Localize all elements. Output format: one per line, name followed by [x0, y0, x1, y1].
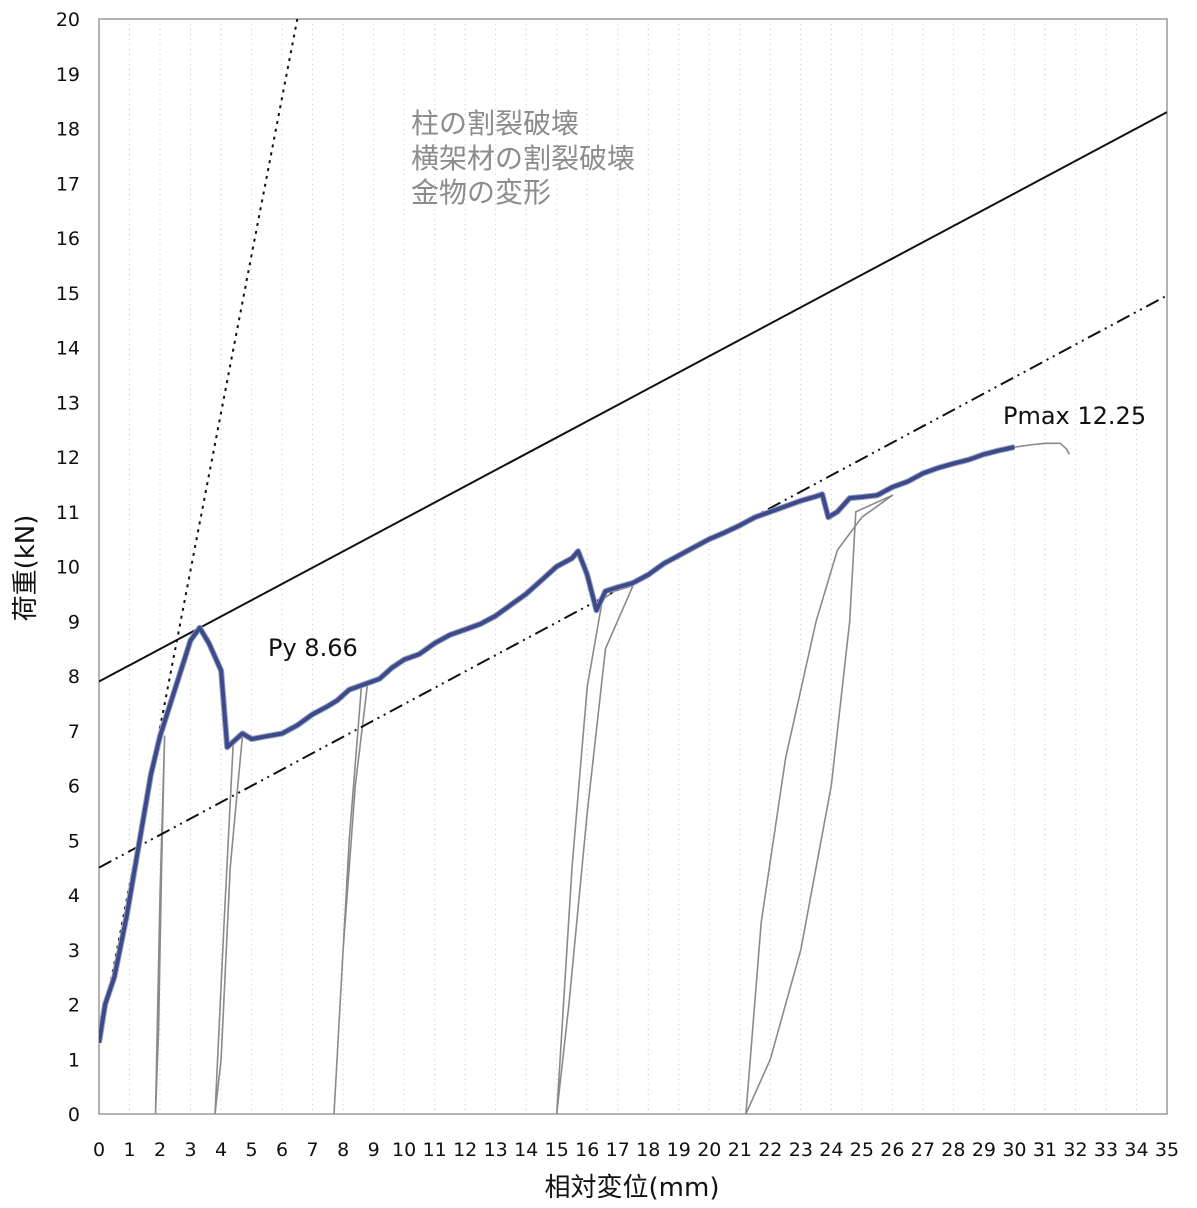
y-tick-label: 20 [56, 9, 80, 31]
py-annotation: Py 8.66 [268, 634, 358, 662]
y-tick-label: 6 [68, 776, 80, 798]
x-tick-label: 29 [972, 1139, 996, 1161]
x-tick-label: 12 [453, 1139, 477, 1161]
y-tick-label: 8 [68, 666, 80, 688]
y-tick-label: 9 [68, 611, 80, 633]
y-tick-label: 2 [68, 995, 80, 1017]
plot-frame [98, 18, 1168, 1115]
x-axis-title: 相対変位(mm) [545, 1173, 720, 1203]
x-tick-label: 24 [819, 1139, 843, 1161]
series-reload-1 [154, 735, 166, 1114]
y-tick-label: 12 [56, 447, 80, 469]
x-tick-label: 17 [606, 1139, 630, 1161]
y-tick-label: 19 [56, 64, 80, 86]
series-reload-4 [555, 584, 634, 1114]
x-tick-label: 16 [575, 1139, 599, 1161]
x-tick-label: 5 [246, 1139, 258, 1161]
y-tick-label: 14 [56, 338, 80, 360]
series-envelope [99, 445, 1015, 1044]
x-tick-label: 26 [880, 1139, 904, 1161]
series-reload-5 [745, 494, 894, 1114]
series-reload-3 [333, 683, 369, 1114]
x-tick-label: 1 [123, 1139, 135, 1161]
x-tick-label: 15 [545, 1139, 569, 1161]
y-tick-label: 3 [68, 940, 80, 962]
y-tick-label: 10 [56, 557, 80, 579]
y-tick-label: 16 [56, 228, 80, 250]
x-tick-label: 32 [1063, 1139, 1087, 1161]
y-tick-label: 11 [56, 502, 80, 524]
y-tick-label: 13 [56, 392, 80, 414]
line-layer [99, 19, 1167, 1114]
x-tick-label: 28 [941, 1139, 965, 1161]
failure-mode-1: 柱の割裂破壊 [411, 107, 579, 140]
x-tick-label: 34 [1124, 1139, 1148, 1161]
x-tick-label: 31 [1033, 1139, 1057, 1161]
x-axis-ticks: 0 1 2 3 4 5 6 7 8 9 10 11 12 13 14 15 16 17 18 19 20 21 22 23 24… [93, 1139, 1179, 1161]
x-tick-label: 0 [93, 1139, 105, 1161]
y-tick-label: 7 [68, 721, 80, 743]
failure-mode-3: 金物の変形 [411, 176, 551, 209]
y-tick-label: 17 [56, 173, 80, 195]
x-tick-label: 27 [911, 1139, 935, 1161]
x-tick-label: 9 [368, 1139, 380, 1161]
y-tick-label: 4 [68, 885, 80, 907]
series-raw-curve-tail [1014, 442, 1071, 455]
x-tick-label: 10 [392, 1139, 416, 1161]
x-tick-label: 23 [789, 1139, 813, 1161]
x-tick-label: 8 [337, 1139, 349, 1161]
y-axis-title: 荷重(kN) [11, 515, 41, 622]
x-tick-label: 25 [850, 1139, 874, 1161]
y-tick-label: 5 [68, 830, 80, 852]
y-tick-label: 0 [68, 1104, 80, 1126]
x-tick-label: 22 [758, 1139, 782, 1161]
x-tick-label: 14 [514, 1139, 538, 1161]
x-tick-label: 7 [307, 1139, 319, 1161]
x-tick-label: 4 [215, 1139, 227, 1161]
x-tick-label: 35 [1155, 1139, 1179, 1161]
pmax-annotation: Pmax 12.25 [1003, 402, 1146, 430]
series-upper-bound-line [99, 111, 1167, 683]
x-tick-label: 30 [1002, 1139, 1026, 1161]
x-tick-label: 3 [184, 1139, 196, 1161]
x-tick-label: 13 [484, 1139, 508, 1161]
x-tick-label: 6 [276, 1139, 288, 1161]
x-tick-label: 20 [697, 1139, 721, 1161]
grid-layer [129, 19, 1137, 1114]
y-tick-label: 1 [68, 1049, 80, 1071]
x-tick-label: 33 [1094, 1139, 1118, 1161]
y-tick-label: 18 [56, 119, 80, 141]
failure-mode-2: 横架材の割裂破壊 [411, 142, 635, 175]
series-initial-stiffness-line [99, 19, 299, 1043]
y-tick-label: 15 [56, 283, 80, 305]
x-tick-label: 21 [728, 1139, 752, 1161]
x-tick-label: 18 [636, 1139, 660, 1161]
x-tick-label: 11 [423, 1139, 447, 1161]
x-tick-label: 2 [154, 1139, 166, 1161]
x-tick-label: 19 [667, 1139, 691, 1161]
